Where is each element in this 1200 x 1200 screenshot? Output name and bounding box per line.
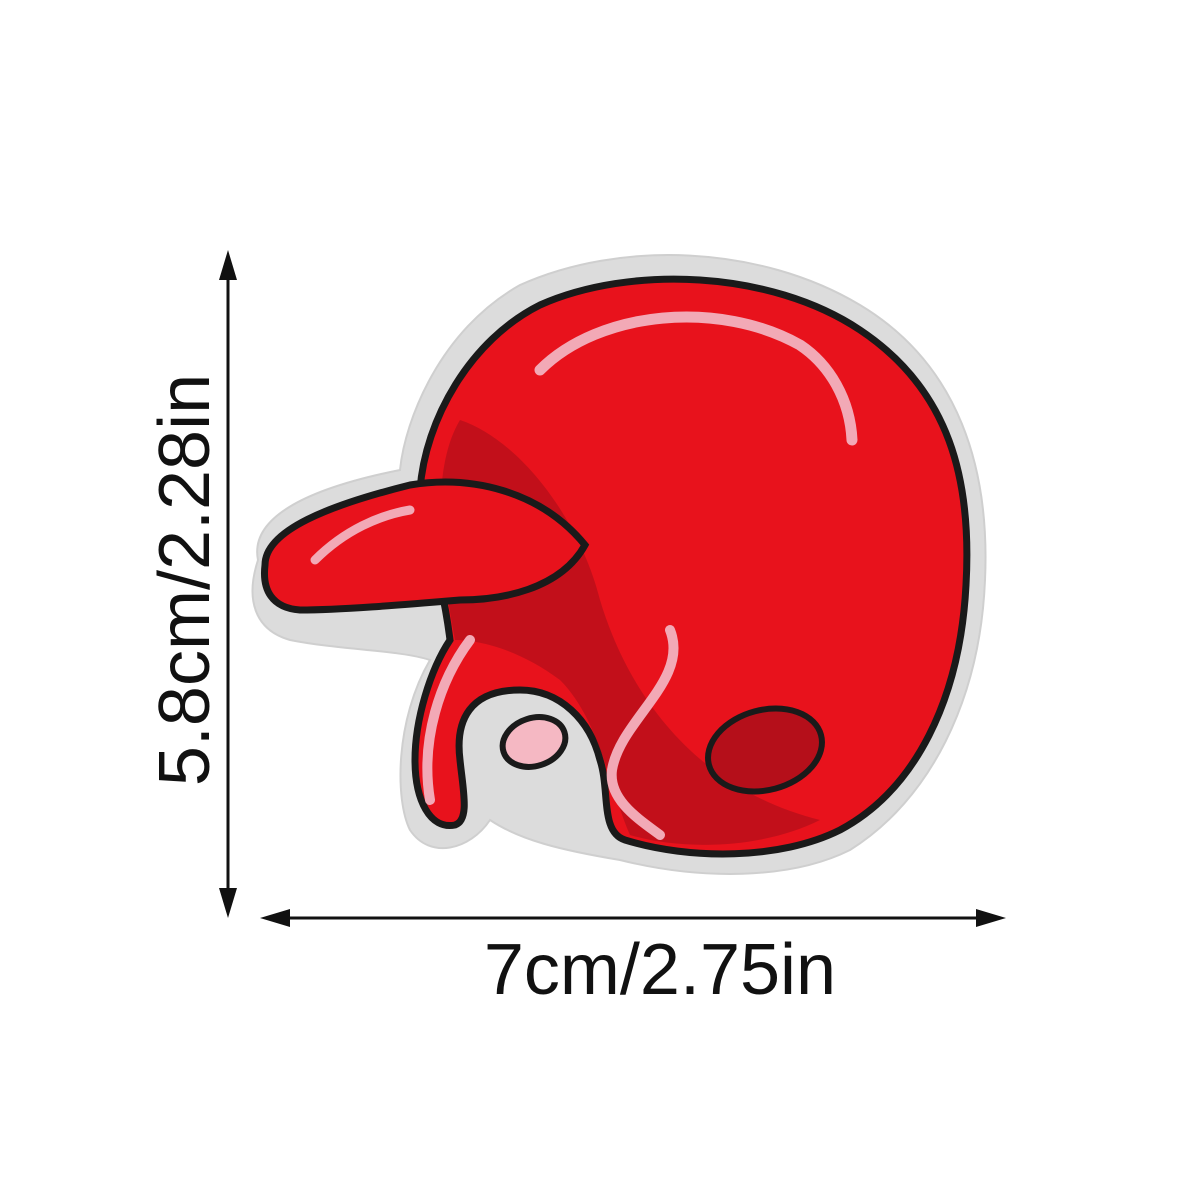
dome-highlight: [534, 311, 858, 446]
helmet-dome: [411, 275, 971, 858]
brim-highlight: [310, 505, 415, 565]
height-dimension-wrap: 5.8cm/2.28in: [145, 350, 225, 810]
height-arrow: [219, 250, 237, 918]
helmet-patch-icon: [251, 254, 987, 875]
helmet-brim: [260, 478, 590, 614]
width-arrow: [260, 909, 1006, 927]
ear-trim-left: [422, 635, 475, 805]
ear-hole: [499, 714, 569, 770]
width-dimension-label: 7cm/2.75in: [483, 930, 837, 1010]
height-dimension-label: 5.8cm/2.28in: [145, 373, 225, 787]
helmet-vent: [705, 705, 825, 795]
ear-trim-right: [606, 625, 679, 840]
